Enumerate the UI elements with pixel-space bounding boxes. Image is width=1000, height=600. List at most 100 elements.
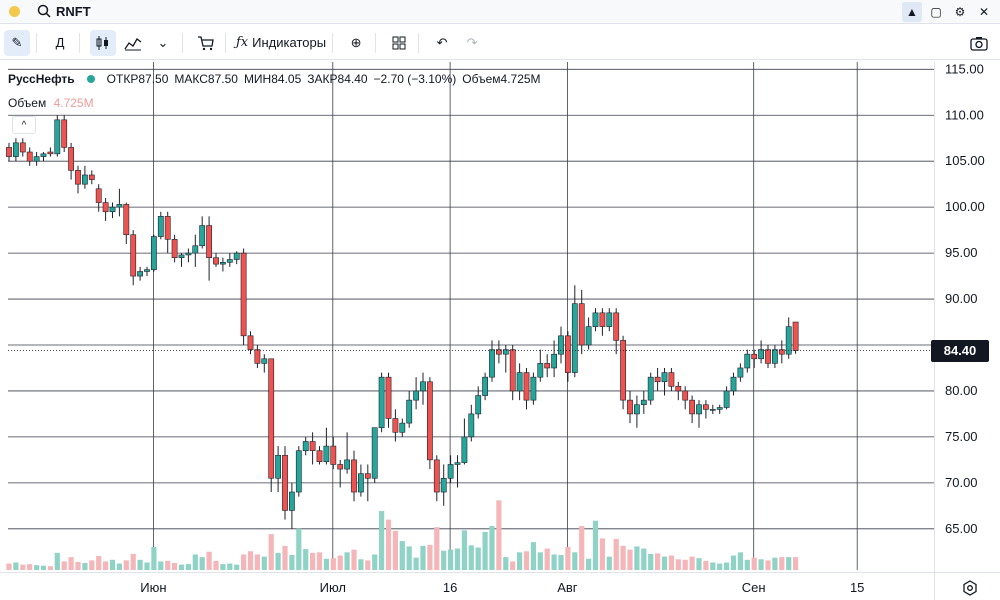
candle-body <box>171 239 178 258</box>
candle-body <box>268 358 275 479</box>
volume-bar <box>282 545 288 570</box>
candle-body <box>344 459 350 470</box>
volume-bar <box>372 554 378 570</box>
candle-body <box>144 269 150 272</box>
volume-bar <box>275 552 281 570</box>
open-value: 87.50 <box>138 72 169 86</box>
camera-icon[interactable] <box>966 30 992 56</box>
candle-body <box>544 363 551 369</box>
volume-bar <box>634 546 640 570</box>
volume-bar <box>441 550 447 570</box>
volume-bar <box>530 542 536 570</box>
settings-gear-icon[interactable]: ⚙ <box>954 5 966 19</box>
candle-body <box>406 399 413 424</box>
y-tick-label: 70.00 <box>945 475 978 490</box>
candle-body <box>220 261 226 265</box>
candle-body <box>6 147 12 157</box>
volume-bar <box>648 553 654 570</box>
status-dot <box>9 6 20 17</box>
symbol-name[interactable]: РуссНефть <box>8 72 75 86</box>
indicators-label: Индикаторы <box>252 35 327 50</box>
candle-body <box>578 303 585 346</box>
volume-bar <box>310 552 316 570</box>
volume-bar <box>448 549 454 570</box>
candle-body <box>723 390 730 408</box>
layout-grid-icon[interactable] <box>386 30 412 56</box>
volume-bar <box>744 559 750 570</box>
volume-bar <box>572 552 578 570</box>
interval-button[interactable]: Д <box>55 35 65 50</box>
candle-body <box>689 399 695 415</box>
volume-bar <box>779 557 785 570</box>
candles-icon[interactable] <box>90 29 116 56</box>
volume-bar <box>558 555 564 570</box>
candle-body <box>226 259 233 263</box>
volume-legend-value: 4.725M <box>53 96 94 110</box>
candle-body <box>730 376 737 392</box>
volume-bar <box>116 563 122 570</box>
candle-body <box>330 445 337 465</box>
volume-bar <box>772 557 778 570</box>
volume-bar <box>316 552 323 570</box>
candle-body <box>502 349 509 355</box>
candle-body <box>454 462 461 465</box>
volume-bar <box>75 561 81 570</box>
candle-body <box>475 395 482 415</box>
ticker-input[interactable]: RNFT <box>56 4 91 19</box>
volume-bar <box>206 551 212 570</box>
candle-body <box>633 404 640 415</box>
candle-body <box>288 491 295 511</box>
area-chart-icon[interactable] <box>120 30 146 56</box>
search-icon[interactable] <box>36 3 52 19</box>
candle-body <box>295 450 302 493</box>
volume-bar <box>241 554 247 570</box>
maximize-icon[interactable]: ▢ <box>930 5 942 19</box>
volume-legend: Объем 4.725M <box>8 96 94 110</box>
axis-settings-icon[interactable] <box>962 580 978 596</box>
volume-bar <box>655 553 661 570</box>
volume-bar <box>379 511 385 570</box>
volume-bar <box>385 519 392 570</box>
volume-bar <box>675 559 681 570</box>
candle-body <box>378 376 385 429</box>
volume-bar <box>434 527 440 570</box>
collapse-up-icon[interactable]: ▲ <box>902 2 922 22</box>
chart-type-chevron-icon[interactable]: ⌄ <box>157 34 169 50</box>
volume-bar <box>551 554 557 570</box>
volume-bar <box>358 559 364 570</box>
volume-bar <box>475 547 481 570</box>
add-circle-icon[interactable]: ⊕ <box>350 34 362 50</box>
volume-bar <box>268 534 274 570</box>
candle-body <box>785 326 792 355</box>
candle-body <box>82 174 88 185</box>
cart-icon[interactable] <box>193 30 219 56</box>
redo-icon[interactable]: ↷ <box>466 34 478 50</box>
volume-bar <box>365 560 371 570</box>
y-tick-label: 95.00 <box>945 245 978 260</box>
volume-bar <box>682 559 688 570</box>
candle-body <box>19 142 26 153</box>
candle-body <box>682 390 689 401</box>
indicators-button[interactable]: ƒx Индикаторы <box>236 30 326 56</box>
candle-body <box>558 335 564 355</box>
volume-bar <box>427 544 433 570</box>
candle-body <box>792 321 799 351</box>
candle-body <box>696 404 702 415</box>
candle-body <box>413 390 419 401</box>
candle-body <box>351 459 357 493</box>
volume-bar <box>151 546 157 570</box>
candle-body <box>323 445 330 463</box>
y-tick-label: 65.00 <box>945 521 978 536</box>
collapse-legend-button[interactable]: ^ <box>12 116 36 134</box>
close-icon[interactable]: ✕ <box>978 5 990 19</box>
toolbar-divider <box>79 32 80 53</box>
x-tick-label: Июл <box>320 580 346 595</box>
volume-bar <box>261 556 267 570</box>
undo-icon[interactable]: ↶ <box>436 34 448 50</box>
y-tick-label: 90.00 <box>945 291 978 306</box>
volume-bar <box>165 560 171 570</box>
candle-body <box>523 372 530 401</box>
draw-pencil-icon[interactable]: ✎ <box>4 29 30 56</box>
candle-body <box>47 151 54 155</box>
